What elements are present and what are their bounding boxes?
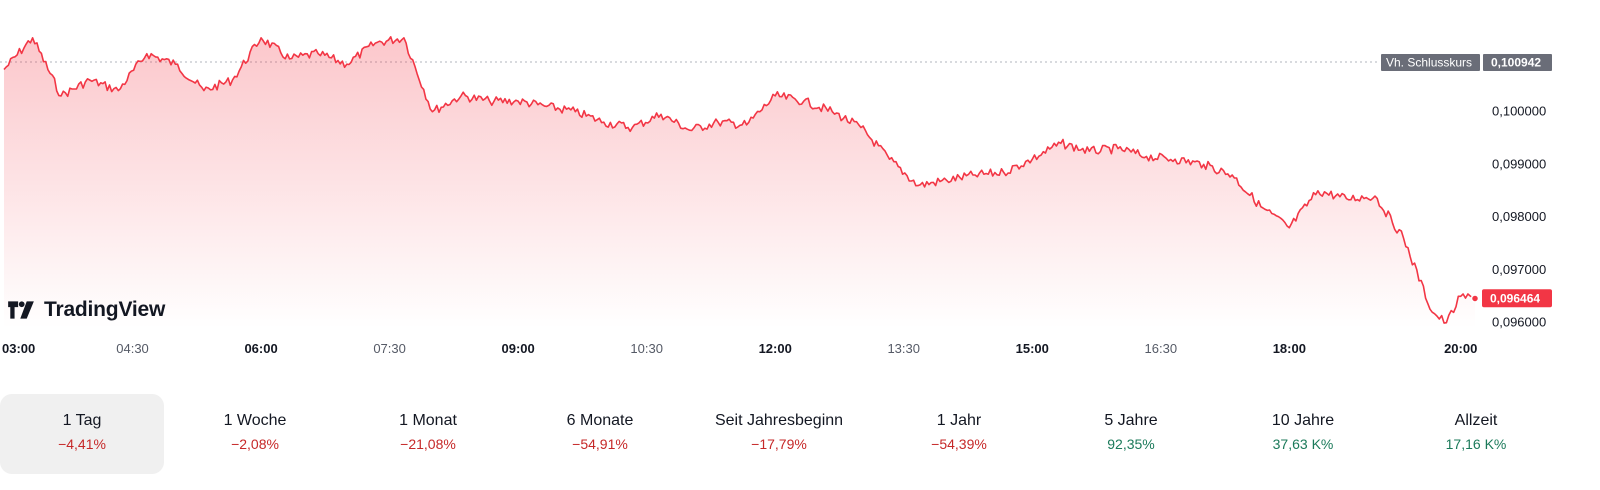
period-label: 5 Jahre bbox=[1104, 412, 1158, 429]
tradingview-logo[interactable]: TradingView bbox=[4, 298, 165, 322]
price-area-fill bbox=[4, 36, 1475, 329]
period-change: −21,08% bbox=[400, 436, 456, 452]
period-label: 1 Monat bbox=[399, 412, 457, 429]
period-label: 1 Jahr bbox=[936, 412, 982, 429]
period-label: Seit Jahresbeginn bbox=[714, 412, 844, 429]
y-tick-label: 0,097000 bbox=[1492, 262, 1546, 277]
x-tick-label: 13:30 bbox=[887, 341, 920, 356]
period-seit-jahresbeginn[interactable]: Seit Jahresbeginn −17,79% bbox=[697, 394, 861, 474]
period-change: −54,39% bbox=[931, 436, 987, 452]
period-5-jahre[interactable]: 5 Jahre 92,35% bbox=[1049, 394, 1213, 474]
period-change: −54,91% bbox=[572, 436, 628, 452]
y-tick-label: 0,096000 bbox=[1492, 315, 1546, 330]
period-1-jahr[interactable]: 1 Jahr −54,39% bbox=[877, 394, 1041, 474]
x-tick-label: 12:00 bbox=[759, 341, 792, 356]
period-label: Allzeit bbox=[1454, 412, 1498, 429]
y-tick-label: 0,098000 bbox=[1492, 209, 1546, 224]
period-change: 92,35% bbox=[1107, 436, 1155, 452]
period-change: 37,63 K% bbox=[1272, 436, 1334, 452]
tradingview-logo-icon bbox=[8, 301, 34, 319]
x-tick-label: 09:00 bbox=[502, 341, 535, 356]
x-tick-label: 18:00 bbox=[1273, 341, 1306, 356]
last-price-badge: 0,096464 bbox=[1482, 289, 1552, 308]
brand-name: TradingView bbox=[44, 298, 166, 321]
previous-close-label: Vh. Schlusskurs bbox=[1386, 55, 1472, 69]
y-tick-label: 0,099000 bbox=[1492, 156, 1546, 171]
x-tick-label: 06:00 bbox=[244, 341, 277, 356]
x-tick-label: 16:30 bbox=[1145, 341, 1178, 356]
period-change: −2,08% bbox=[231, 436, 279, 452]
period-label: 10 Jahre bbox=[1271, 412, 1335, 429]
x-tick-label: 10:30 bbox=[630, 341, 663, 356]
period-allzeit[interactable]: Allzeit 17,16 K% bbox=[1394, 394, 1558, 474]
previous-close-badge: Vh. Schlusskurs 0,100942 bbox=[1381, 53, 1552, 71]
x-tick-label: 03:00 bbox=[2, 341, 35, 356]
period-selector: 1 Tag −4,41% 1 Woche −2,08% 1 Monat −21,08% 6 … bbox=[0, 394, 1600, 474]
x-tick-label: 20:00 bbox=[1444, 341, 1477, 356]
previous-close-value: 0,100942 bbox=[1491, 55, 1541, 69]
last-price-value: 0,096464 bbox=[1490, 292, 1540, 306]
price-line bbox=[3, 36, 1476, 324]
period-label: 6 Monate bbox=[566, 412, 634, 429]
period-change: −4,41% bbox=[58, 436, 106, 452]
period-label: 1 Woche bbox=[223, 412, 287, 429]
period-10-jahre[interactable]: 10 Jahre 37,63 K% bbox=[1221, 394, 1385, 474]
period-change: 17,16 K% bbox=[1445, 436, 1507, 452]
x-tick-label: 04:30 bbox=[116, 341, 149, 356]
period-1-tag[interactable]: 1 Tag −4,41% bbox=[0, 394, 164, 474]
x-axis: 03:00 04:30 06:00 07:30 09:00 10:30 12:00 13:30… bbox=[2, 341, 1477, 356]
y-tick-label: 0,100000 bbox=[1492, 104, 1546, 119]
price-chart[interactable]: 0,100000 0,099000 0,098000 0,097000 0,096000… bbox=[0, 0, 1600, 380]
period-change: −17,79% bbox=[751, 436, 807, 452]
x-tick-label: 15:00 bbox=[1016, 341, 1049, 356]
last-price-dot bbox=[1470, 294, 1480, 303]
y-axis: 0,100000 0,099000 0,098000 0,097000 0,096000 bbox=[1492, 104, 1546, 330]
period-label: 1 Tag bbox=[62, 412, 102, 429]
x-tick-label: 07:30 bbox=[373, 341, 406, 356]
period-1-monat[interactable]: 1 Monat −21,08% bbox=[346, 394, 510, 474]
period-6-monate[interactable]: 6 Monate −54,91% bbox=[518, 394, 682, 474]
period-1-woche[interactable]: 1 Woche −2,08% bbox=[173, 394, 337, 474]
